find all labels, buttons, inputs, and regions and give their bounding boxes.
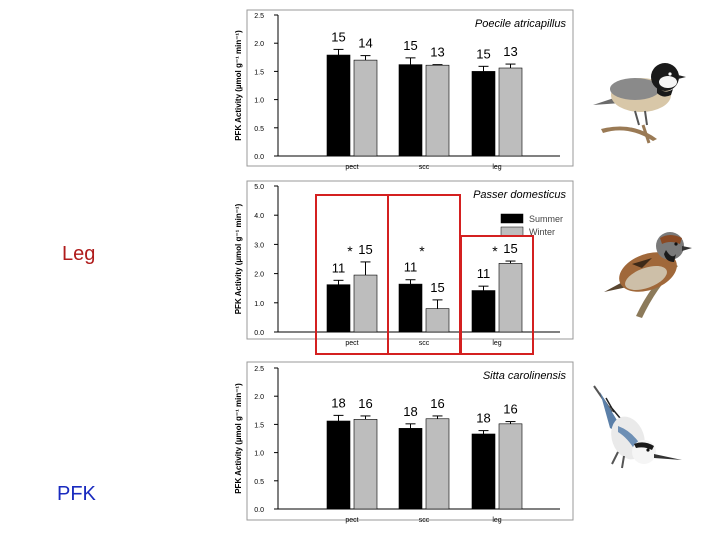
house-sparrow-illustration bbox=[604, 232, 692, 318]
x-category-label: leg bbox=[492, 517, 501, 524]
bar-winter bbox=[498, 423, 523, 510]
bar-winter bbox=[498, 67, 523, 157]
sample-size-label: 18 bbox=[331, 395, 345, 410]
y-tick-label: 1.5 bbox=[254, 422, 264, 429]
legend-swatch-winter bbox=[500, 226, 524, 237]
sample-size-label: 13 bbox=[503, 44, 517, 59]
bar-winter bbox=[425, 64, 450, 157]
x-category-label: leg bbox=[492, 164, 501, 171]
slide-label-pfk: PFK bbox=[57, 483, 96, 505]
bar-winter bbox=[353, 274, 378, 333]
y-tick-label: 0.0 bbox=[254, 507, 264, 514]
chart-title: Poecile atricapillus bbox=[475, 18, 567, 30]
significance-marker: * bbox=[347, 243, 353, 259]
chart-title: Passer domesticus bbox=[473, 189, 566, 201]
bar-summer bbox=[398, 428, 423, 510]
y-tick-label: 5.0 bbox=[254, 184, 264, 191]
significance-marker: * bbox=[492, 243, 498, 259]
sample-size-label: 15 bbox=[503, 241, 517, 256]
chart-frame bbox=[246, 9, 574, 167]
y-tick-label: 0.0 bbox=[254, 154, 264, 161]
y-tick-label: 2.5 bbox=[254, 366, 264, 373]
sample-size-label: 15 bbox=[430, 280, 444, 295]
y-tick-label: 1.0 bbox=[254, 98, 264, 105]
bar-summer bbox=[326, 54, 351, 157]
slide-label-leg: Leg bbox=[62, 243, 96, 265]
bar-summer bbox=[326, 420, 351, 510]
sample-size-label: 13 bbox=[430, 45, 444, 60]
y-tick-label: 2.5 bbox=[254, 13, 264, 20]
y-tick-label: 1.0 bbox=[254, 451, 264, 458]
bar-winter bbox=[425, 308, 450, 333]
sample-size-label: 11 bbox=[404, 260, 418, 275]
sample-size-label: 16 bbox=[503, 402, 517, 417]
y-tick-label: 2.0 bbox=[254, 41, 264, 48]
bar-summer bbox=[471, 290, 496, 333]
legend-label: Summer bbox=[529, 214, 563, 224]
y-tick-label: 2.0 bbox=[254, 272, 264, 279]
chart-frame bbox=[246, 361, 574, 521]
sample-size-label: 15 bbox=[331, 29, 345, 44]
y-tick-label: 0.0 bbox=[254, 330, 264, 337]
x-category-label: scc bbox=[419, 340, 430, 347]
y-tick-label: 0.5 bbox=[254, 126, 264, 133]
significance-marker: * bbox=[419, 243, 425, 259]
y-tick-label: 3.0 bbox=[254, 242, 264, 249]
y-axis-label: PFK Activity (µmol g⁻¹ min⁻¹) bbox=[234, 30, 243, 141]
sample-size-label: 16 bbox=[358, 396, 372, 411]
sample-size-label: 16 bbox=[430, 396, 444, 411]
sample-size-label: 15 bbox=[403, 38, 417, 53]
bar-summer bbox=[471, 71, 496, 157]
x-category-label: leg bbox=[492, 340, 501, 347]
bar-winter bbox=[353, 59, 378, 157]
x-category-label: scc bbox=[419, 164, 430, 171]
sample-size-label: 15 bbox=[476, 46, 490, 61]
x-category-label: scc bbox=[419, 517, 430, 524]
chickadee-illustration bbox=[593, 63, 686, 144]
sample-size-label: 14 bbox=[358, 36, 372, 51]
bar-summer bbox=[326, 284, 351, 333]
chart-frame bbox=[246, 180, 574, 340]
bar-winter bbox=[425, 418, 450, 510]
bar-summer bbox=[398, 64, 423, 157]
y-tick-label: 4.0 bbox=[254, 213, 264, 220]
y-axis-label: PFK Activity (µmol g⁻¹ min⁻¹) bbox=[234, 203, 243, 314]
sample-size-label: 18 bbox=[476, 411, 490, 426]
y-tick-label: 1.5 bbox=[254, 69, 264, 76]
sample-size-label: 11 bbox=[332, 260, 346, 275]
x-category-label: pect bbox=[345, 340, 358, 347]
bar-summer bbox=[398, 283, 423, 333]
sample-size-label: 18 bbox=[403, 404, 417, 419]
y-axis-label: PFK Activity (µmol g⁻¹ min⁻¹) bbox=[234, 383, 243, 494]
legend-label: Winter bbox=[529, 227, 555, 237]
y-tick-label: 1.0 bbox=[254, 301, 264, 308]
nuthatch-illustration bbox=[593, 385, 682, 469]
bar-summer bbox=[471, 433, 496, 510]
chart-title: Sitta carolinensis bbox=[483, 370, 567, 382]
y-tick-label: 2.0 bbox=[254, 394, 264, 401]
bar-winter bbox=[498, 263, 523, 333]
sample-size-label: 11 bbox=[477, 266, 491, 281]
bar-winter bbox=[353, 419, 378, 510]
legend-swatch-summer bbox=[500, 213, 524, 224]
x-category-label: pect bbox=[345, 164, 358, 171]
x-category-label: pect bbox=[345, 517, 358, 524]
highlight-box-leg bbox=[460, 235, 534, 355]
y-tick-label: 0.5 bbox=[254, 479, 264, 486]
sample-size-label: 15 bbox=[358, 242, 372, 257]
